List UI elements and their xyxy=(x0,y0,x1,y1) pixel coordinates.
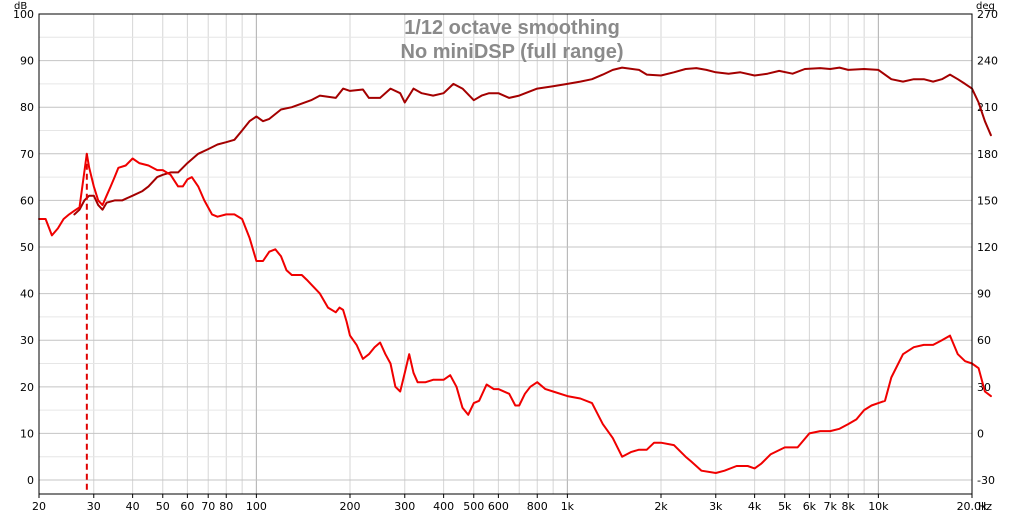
y-left-tick-label: 10 xyxy=(20,427,34,440)
x-tick-label: 500 xyxy=(463,500,484,513)
y-right-tick-label: 120 xyxy=(977,241,998,254)
y-left-tick-label: 80 xyxy=(20,101,34,114)
x-tick-label: 50 xyxy=(156,500,170,513)
x-tick-label: 3k xyxy=(709,500,723,513)
x-tick-label: 300 xyxy=(394,500,415,513)
x-tick-label: 30 xyxy=(87,500,101,513)
y-right-tick-label: 90 xyxy=(977,288,991,301)
x-unit: Hz xyxy=(978,500,992,513)
y-right-tick-label: 0 xyxy=(977,427,984,440)
x-tick-label: 800 xyxy=(527,500,548,513)
x-tick-label: 2k xyxy=(654,500,668,513)
series-line-1 xyxy=(73,66,992,216)
x-tick-label: 10k xyxy=(868,500,889,513)
y-right-tick-label: 180 xyxy=(977,148,998,161)
y-left-tick-label: 40 xyxy=(20,288,34,301)
y-left-tick-label: 30 xyxy=(20,334,34,347)
x-tick-label: 100 xyxy=(246,500,267,513)
y-right-tick-label: 60 xyxy=(977,334,991,347)
y-left-tick-label: 50 xyxy=(20,241,34,254)
x-tick-label: 70 xyxy=(201,500,215,513)
y-left-tick-label: 60 xyxy=(20,194,34,207)
x-tick-label: 200 xyxy=(340,500,361,513)
y-right-tick-label: 240 xyxy=(977,55,998,68)
y-left-tick-label: 100 xyxy=(13,8,34,21)
x-tick-label: 6k xyxy=(803,500,817,513)
plot-background xyxy=(39,14,972,494)
y-right-tick-label: 270 xyxy=(977,8,998,21)
y-left-tick-label: 70 xyxy=(20,148,34,161)
x-tick-label: 60 xyxy=(180,500,194,513)
y-right-tick-label: -30 xyxy=(977,474,995,487)
series-line-2 xyxy=(38,152,992,474)
major-grid xyxy=(39,13,972,494)
x-tick-labels: 20 30 40 50 60 70 80 100 200 300 400 500 600 800 1k 2k 3… xyxy=(32,494,988,513)
x-tick-label: 5k xyxy=(778,500,792,513)
x-tick-label: 20.0k xyxy=(957,500,988,513)
x-tick-label: 4k xyxy=(748,500,762,513)
x-tick-label: 20 xyxy=(32,500,46,513)
y-left-tick-label: 0 xyxy=(27,474,34,487)
y-left-tick-label: 90 xyxy=(20,55,34,68)
series-layer xyxy=(38,66,992,474)
y-left-tick-labels: 0 10 20 30 40 50 60 70 80 90 100 xyxy=(13,8,34,487)
chart-subtitle: No miniDSP (full range) xyxy=(401,41,624,63)
y-left-unit: dB xyxy=(14,1,27,12)
x-tick-label: 600 xyxy=(488,500,509,513)
x-tick-label: 40 xyxy=(126,500,140,513)
y-right-tick-label: 150 xyxy=(977,194,998,207)
x-tick-label: 80 xyxy=(219,500,233,513)
chart-title: 1/12 octave smoothing xyxy=(404,17,620,39)
x-tick-label: 1k xyxy=(561,500,575,513)
y-right-unit: deg xyxy=(976,1,995,12)
plot-frame xyxy=(38,13,973,495)
x-tick-label: 8k xyxy=(842,500,856,513)
x-tick-label: 7k xyxy=(824,500,838,513)
x-tick-label: 400 xyxy=(433,500,454,513)
y-left-tick-label: 20 xyxy=(20,381,34,394)
